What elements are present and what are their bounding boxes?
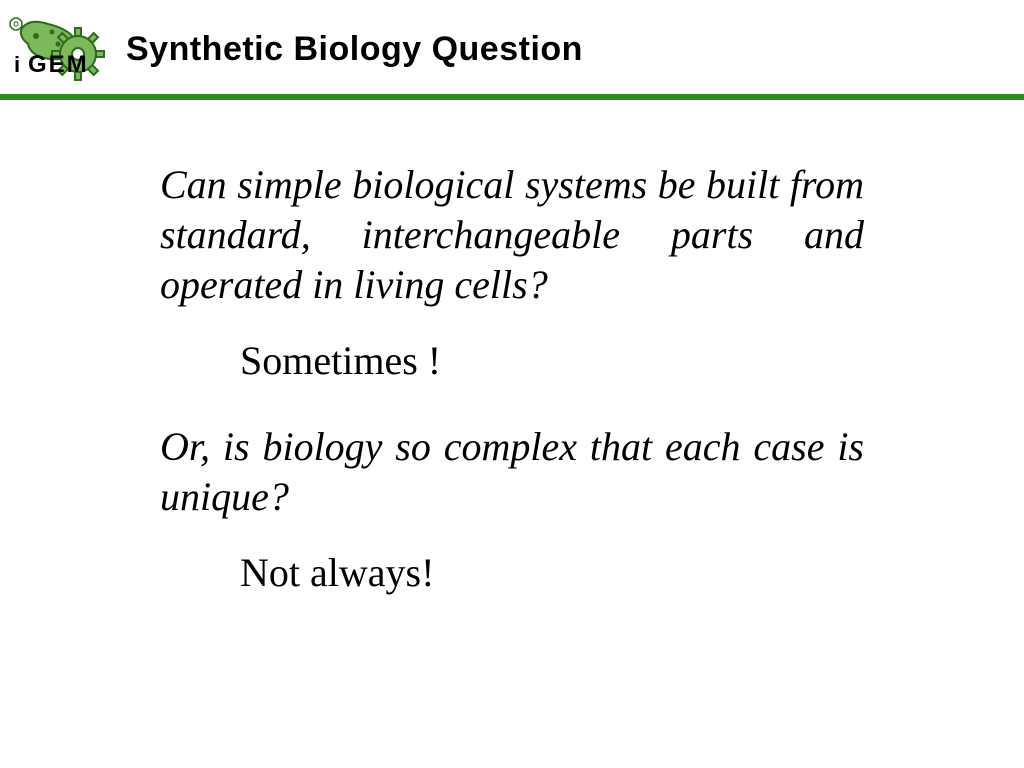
answer-2: Not always!	[160, 548, 864, 598]
answer-1: Sometimes !	[160, 336, 864, 386]
slide-header: i GEM Synthetic Biology Question	[0, 0, 1024, 88]
igem-logo: i GEM	[8, 14, 118, 84]
logo-text-gem: GEM	[28, 51, 89, 78]
question-1: Can simple biological systems be built f…	[160, 160, 864, 310]
slide-title: Synthetic Biology Question	[126, 30, 583, 69]
question-2: Or, is biology so complex that each case…	[160, 422, 864, 522]
svg-text:GEM: GEM	[28, 51, 89, 78]
svg-text:i: i	[14, 52, 20, 77]
logo-text-i: i	[14, 52, 20, 77]
slide-body: Can simple biological systems be built f…	[0, 100, 1024, 598]
